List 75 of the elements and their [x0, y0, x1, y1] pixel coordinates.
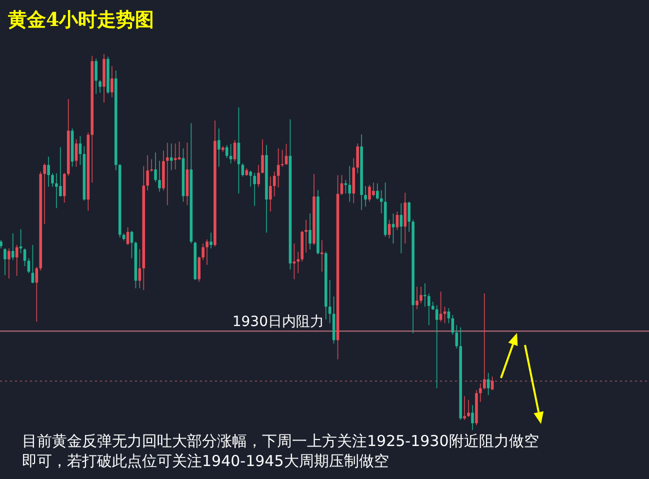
candlestick: [272, 171, 276, 197]
candlestick: [261, 138, 264, 174]
candlestick: [463, 396, 466, 420]
candlestick: [467, 399, 470, 418]
candlestick: [392, 212, 395, 244]
candlestick: [233, 140, 236, 162]
candlestick: [416, 286, 418, 310]
candlestick: [19, 228, 22, 254]
candlestick: [62, 172, 66, 203]
candlestick: [154, 152, 157, 182]
candlestick: [229, 143, 232, 164]
candlestick: [276, 148, 280, 188]
candlestick: [328, 280, 332, 324]
text: 即可，若打破此点位可关注1940-1945大周期压制做空: [22, 452, 389, 470]
candlestick: [253, 172, 256, 206]
candlestick: [158, 160, 161, 192]
candlestick: [74, 138, 78, 168]
candlestick: [269, 176, 272, 212]
candlestick: [304, 219, 308, 253]
candlestick: [202, 243, 204, 260]
candlestick: [59, 146, 62, 197]
candlestick: [482, 293, 486, 390]
candlestick: [218, 128, 220, 168]
candlestick: [11, 232, 14, 260]
candlestick: [51, 172, 54, 188]
candlestick: [368, 184, 371, 202]
candlestick: [455, 324, 458, 349]
candlestick: [388, 219, 391, 239]
candlestick: [396, 211, 399, 230]
candlestick: [146, 154, 149, 191]
candlestick: [178, 141, 181, 160]
candlestick: [170, 143, 173, 171]
candlestick: [94, 58, 98, 94]
candlestick: [447, 308, 450, 324]
candlestick: [443, 306, 446, 324]
candlestick: [471, 404, 474, 430]
candlestick: [206, 238, 208, 266]
candlestick: [166, 142, 169, 206]
candlestick: [356, 143, 359, 174]
candlestick: [380, 190, 383, 214]
candlestick: [110, 66, 114, 98]
candlestick: [364, 186, 367, 208]
candlestick: [8, 248, 10, 279]
candlestick: [376, 182, 379, 200]
candlestick: [486, 372, 490, 396]
candlestick: [420, 286, 422, 304]
candlestick: [210, 232, 212, 249]
candlestick: [249, 170, 252, 188]
candlestick: [55, 172, 58, 209]
candlestick: [174, 143, 177, 170]
candlestick: [257, 164, 260, 188]
chart-title: 黄金4小时走势图: [7, 9, 154, 31]
candlestick: [490, 376, 494, 391]
candlestick: [292, 243, 296, 280]
candlestick: [479, 382, 482, 402]
candlestick: [280, 149, 284, 168]
candlestick: [408, 201, 410, 232]
candlestick: [4, 248, 6, 276]
candlestick: [237, 106, 240, 194]
candlestick: [439, 291, 442, 322]
candlestick: [428, 293, 430, 326]
ref-line-label: 1930日内阻力: [232, 314, 324, 330]
candlestick: [372, 182, 375, 197]
candlestick: [43, 162, 46, 224]
candlestick: [225, 144, 228, 159]
candlestick: [130, 230, 134, 259]
text: 目前黄金反弹无力回吐大部分涨幅，下周一上方关注1925-1930附近阻力做空: [22, 432, 539, 450]
candlestick: [47, 156, 50, 188]
candlestick: [424, 282, 426, 308]
candlestick: [320, 240, 324, 272]
candlestick: [198, 256, 201, 282]
candlestick: [23, 248, 26, 267]
candlestick: [308, 212, 312, 250]
candlestick: [150, 158, 153, 172]
candlestick: [98, 79, 102, 94]
